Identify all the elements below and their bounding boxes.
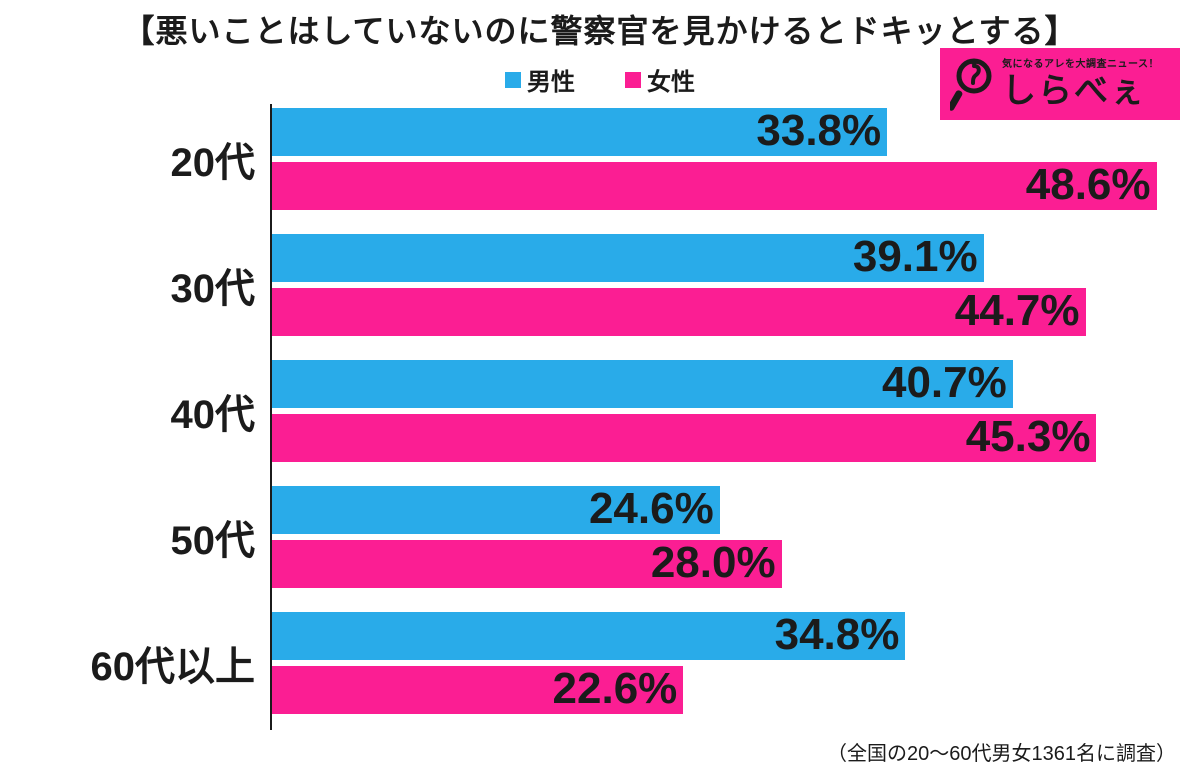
value-label-female: 45.3%: [966, 412, 1091, 462]
bar-chart: 20代 33.8% 48.6% 30代 39.1%44.7% 40代 40.7%45.3% 5…: [0, 104, 1200, 734]
value-label-male: 40.7%: [882, 358, 1007, 408]
bar-group: 60代以上 34.8% 22.6%: [0, 608, 1200, 718]
bar-group: 40代 40.7%45.3%: [0, 356, 1200, 466]
value-label-male: 34.8%: [775, 610, 900, 660]
legend-label-female: 女性: [647, 62, 695, 97]
bar-female: 45.3%: [272, 414, 1096, 462]
value-label-male: 24.6%: [589, 484, 714, 534]
value-label-female: 28.0%: [651, 538, 776, 588]
survey-footnote: （全国の20〜60代男女1361名に調査）: [827, 737, 1176, 766]
bar-female: 44.7%: [272, 288, 1086, 336]
brand-text-wrap: 気になるアレを大調査ニュース！ しらべぇ: [1002, 60, 1159, 108]
bar-female: 22.6%: [272, 666, 683, 714]
value-label-male: 39.1%: [853, 232, 978, 282]
category-label: 50代: [0, 508, 255, 566]
legend-swatch-male: [505, 72, 521, 88]
bar-group: 50代 24.6%28.0%: [0, 482, 1200, 592]
value-label-female: 44.7%: [955, 286, 1080, 336]
bar-male: 40.7%: [272, 360, 1013, 408]
category-label: 60代以上: [0, 634, 255, 692]
bar-female: 28.0%: [272, 540, 782, 588]
legend-item-male: 男性: [505, 62, 575, 97]
value-label-female: 48.6%: [1026, 160, 1151, 210]
bar-male: 24.6%: [272, 486, 720, 534]
chart-title: 【悪いことはしていないのに警察官を見かけるとドキッとする】: [0, 0, 1200, 52]
bar-group: 30代 39.1%44.7%: [0, 230, 1200, 340]
category-label: 30代: [0, 256, 255, 314]
bar-male: 39.1%: [272, 234, 984, 282]
value-label-female: 22.6%: [553, 664, 678, 714]
bar-male: 33.8%: [272, 108, 887, 156]
legend-label-male: 男性: [527, 62, 575, 97]
brand-tagline: 気になるアレを大調査ニュース！: [1002, 60, 1159, 70]
bar-group: 20代 33.8% 48.6%: [0, 104, 1200, 214]
category-label: 20代: [0, 130, 255, 188]
value-label-male: 33.8%: [756, 106, 881, 156]
bar-female: 48.6%: [272, 162, 1157, 210]
bar-male: 34.8%: [272, 612, 905, 660]
legend-item-female: 女性: [625, 62, 695, 97]
category-label: 40代: [0, 382, 255, 440]
legend-swatch-female: [625, 72, 641, 88]
brand-name: しらべぇ: [1002, 74, 1159, 108]
